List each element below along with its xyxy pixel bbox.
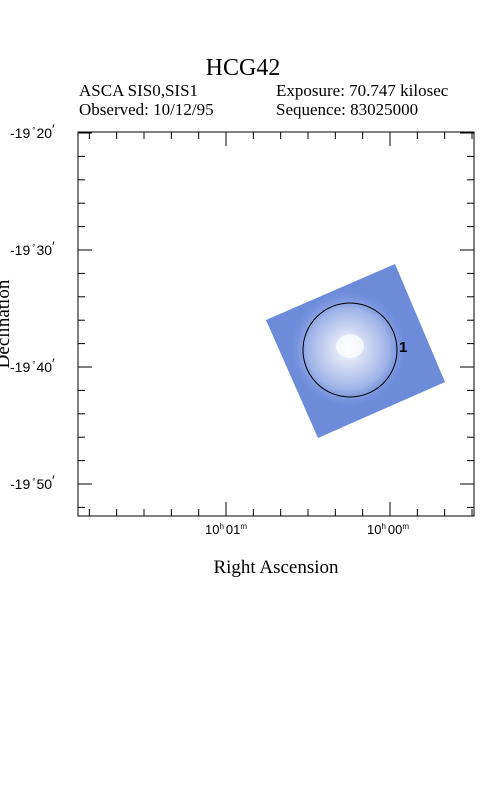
region-label: 1 <box>399 339 407 356</box>
y-tick-label: -19 °20′ <box>10 121 55 141</box>
y-axis-label: Declination <box>0 279 14 368</box>
y-tick-label: -19 °30′ <box>10 238 55 258</box>
axis-ticks <box>78 132 474 516</box>
y-tick-labels: -19 °20′ -19 °30′ -19 °40′ -19 °50′ <box>10 121 55 492</box>
x-tick-label: 10h 01m <box>205 522 247 537</box>
observed-date-label: Observed: 10/12/95 <box>79 100 214 119</box>
source-core <box>336 334 364 358</box>
x-tick-label: 10h 00m <box>367 522 409 537</box>
region-circle <box>302 302 398 398</box>
y-tick-label: -19 °50′ <box>10 472 55 492</box>
plot-title: HCG42 <box>205 55 281 81</box>
plot-frame <box>77 131 475 517</box>
instrument-label: ASCA SIS0,SIS1 <box>79 81 199 100</box>
exposure-label: Exposure: 70.747 kilosec <box>276 81 449 100</box>
y-tick-label: -19 °40′ <box>10 355 55 375</box>
x-axis-label: Right Ascension <box>213 557 339 578</box>
sequence-label: Sequence: 83025000 <box>276 100 419 119</box>
x-tick-labels: 10h 01m 10h 00m <box>205 522 409 537</box>
